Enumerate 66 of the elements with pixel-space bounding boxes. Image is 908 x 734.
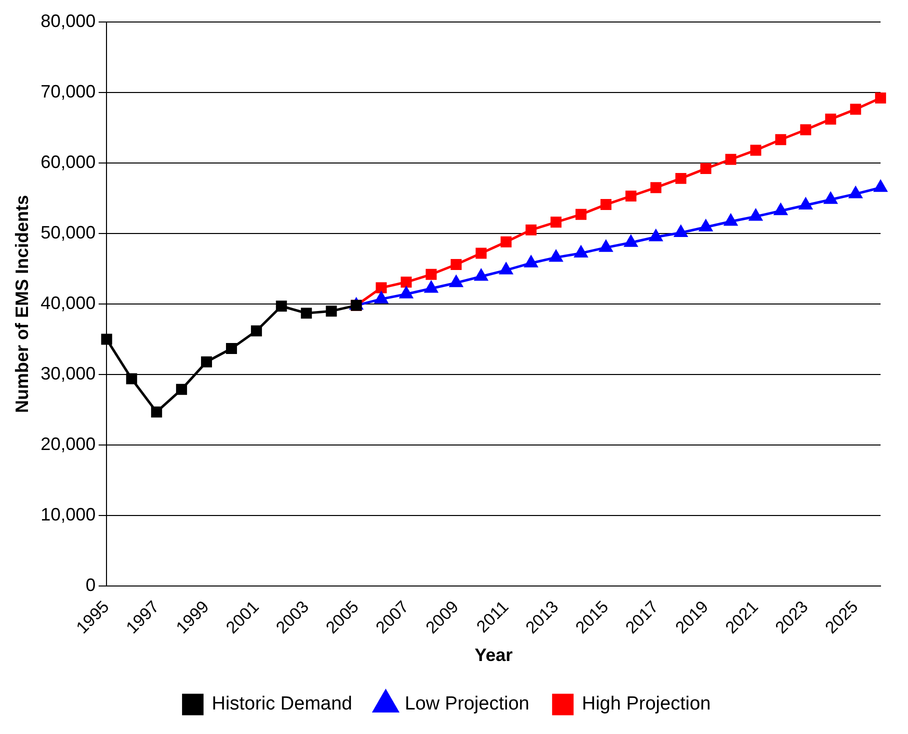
point	[476, 248, 487, 259]
point	[400, 286, 413, 298]
point	[700, 163, 712, 174]
point	[201, 356, 212, 368]
point	[799, 198, 812, 210]
point	[426, 268, 437, 280]
point	[725, 154, 736, 165]
point	[550, 250, 562, 262]
x-axis-title: Year	[474, 645, 513, 666]
point	[849, 186, 862, 198]
y-tick-label: 40,000	[40, 292, 96, 313]
y-tick-label: 30,000	[40, 364, 96, 384]
point	[675, 172, 686, 184]
point	[474, 269, 488, 281]
point	[300, 308, 312, 319]
point	[650, 182, 662, 194]
point	[101, 334, 112, 345]
y-axis-title: Number of EMS Incidents	[12, 195, 32, 414]
point	[126, 373, 138, 384]
point	[250, 325, 262, 336]
point	[775, 134, 786, 146]
point	[276, 300, 287, 312]
point	[450, 276, 463, 288]
legend-label: Low Projection	[404, 694, 530, 715]
point	[850, 104, 862, 115]
point	[624, 235, 638, 247]
point	[151, 406, 162, 418]
point	[550, 216, 562, 228]
point	[450, 259, 462, 270]
y-tick-label: 0	[86, 575, 96, 596]
y-tick-label: 70,000	[40, 81, 96, 102]
point	[424, 281, 438, 293]
point	[749, 209, 762, 221]
point	[526, 224, 537, 236]
point	[874, 180, 888, 192]
point	[649, 230, 662, 242]
point	[574, 246, 588, 258]
y-tick-label: 50,000	[40, 222, 96, 242]
y-tick-label: 10,000	[40, 504, 96, 525]
point	[825, 114, 836, 125]
point	[600, 199, 612, 210]
point	[750, 144, 762, 156]
point	[600, 240, 612, 252]
point	[875, 92, 886, 104]
point	[226, 342, 237, 354]
point	[524, 256, 538, 268]
point	[326, 306, 337, 317]
point	[374, 292, 388, 304]
point	[699, 220, 712, 232]
point	[824, 192, 838, 204]
point	[625, 190, 636, 202]
point	[500, 236, 512, 248]
legend-label: Historic Demand	[212, 694, 352, 715]
point	[774, 204, 788, 216]
y-tick-label: 60,000	[40, 152, 96, 172]
point	[176, 384, 188, 395]
point	[400, 276, 412, 288]
point	[800, 124, 812, 136]
point	[724, 214, 738, 226]
legend-label: High Projection	[582, 694, 711, 715]
point	[674, 226, 688, 238]
point	[500, 262, 513, 274]
y-tick-label: 20,000	[40, 434, 96, 454]
point	[576, 208, 586, 220]
point	[376, 282, 387, 294]
y-tick-label: 80,000	[40, 10, 96, 31]
